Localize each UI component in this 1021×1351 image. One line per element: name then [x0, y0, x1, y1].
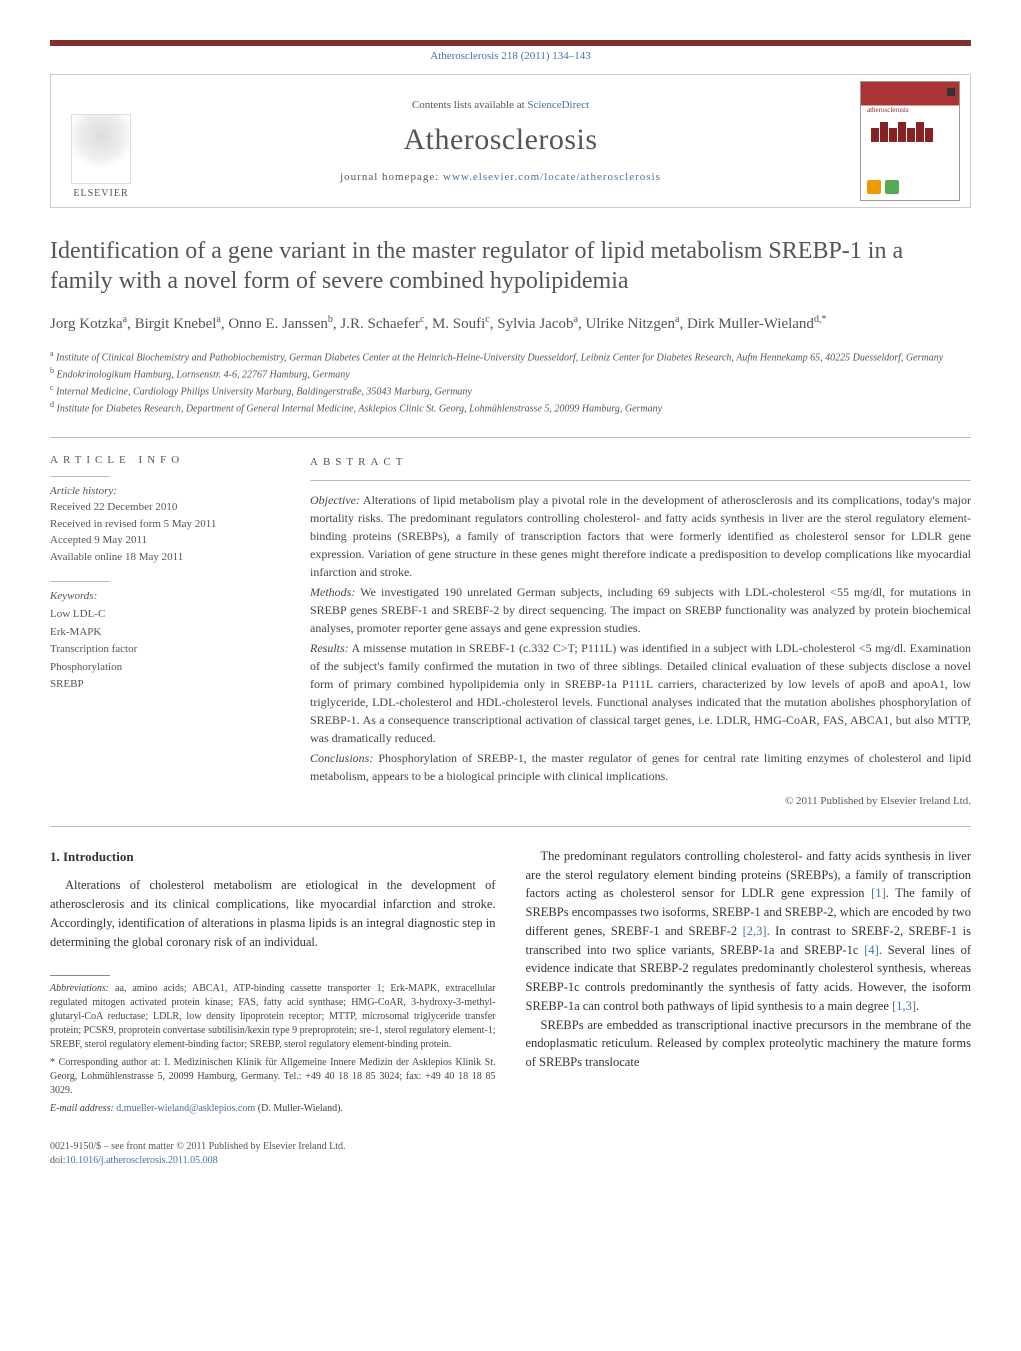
abstract-label: Conclusions: — [310, 751, 373, 765]
sciencedirect-link[interactable]: ScienceDirect — [527, 99, 589, 111]
abstract-paragraph: Methods: We investigated 190 unrelated G… — [310, 583, 971, 637]
body-paragraph: The predominant regulators controlling c… — [526, 847, 972, 1016]
body-paragraph: SREBPs are embedded as transcriptional i… — [526, 1016, 972, 1072]
affiliation-line: c Internal Medicine, Cardiology Philips … — [50, 382, 971, 399]
divider — [50, 826, 971, 827]
running-head: Atherosclerosis 218 (2011) 134–143 — [50, 50, 971, 62]
masthead-center: Contents lists available at ScienceDirec… — [151, 75, 850, 207]
history-line: Available online 18 May 2011 — [50, 549, 280, 566]
footnotes: Abbreviations: aa, amino acids; ABCA1, A… — [50, 975, 496, 1116]
affiliation-line: a Institute of Clinical Biochemistry and… — [50, 348, 971, 365]
cover-journal-label: atherosclerosis — [867, 106, 909, 114]
abstract-paragraph: Results: A missense mutation in SREBF-1 … — [310, 639, 971, 747]
ref-link[interactable]: [1] — [871, 886, 886, 900]
cover-thumb-block: atherosclerosis — [850, 75, 970, 207]
abstract-text: We investigated 190 unrelated German sub… — [310, 585, 971, 635]
email-link[interactable]: d.mueller-wieland@asklepios.com — [116, 1103, 255, 1114]
info-rule — [50, 476, 110, 477]
body-columns: 1. Introduction Alterations of cholester… — [50, 847, 971, 1121]
bottom-meta: 0021-9150/$ – see front matter © 2011 Pu… — [50, 1140, 971, 1168]
abstract-heading: abstract — [310, 454, 971, 471]
article-info-column: article info Article history: Received 2… — [50, 454, 280, 810]
cover-badge-icons — [867, 180, 899, 194]
section-heading: 1. Introduction — [50, 847, 496, 867]
issn-line: 0021-9150/$ – see front matter © 2011 Pu… — [50, 1140, 971, 1154]
running-head-link[interactable]: Atherosclerosis 218 (2011) 134–143 — [430, 50, 591, 62]
abstract-rule — [310, 480, 971, 481]
corr-label: * Corresponding author at: — [50, 1057, 161, 1068]
keywords-label: Keywords: — [50, 588, 280, 606]
abbreviations-footnote: Abbreviations: aa, amino acids; ABCA1, A… — [50, 982, 496, 1052]
elsevier-tree-icon — [71, 114, 131, 184]
history-line: Accepted 9 May 2011 — [50, 532, 280, 549]
contents-line: Contents lists available at ScienceDirec… — [412, 99, 589, 111]
footnote-rule — [50, 975, 110, 976]
homepage-link[interactable]: www.elsevier.com/locate/atherosclerosis — [443, 171, 661, 183]
history-line: Received in revised form 5 May 2011 — [50, 516, 280, 533]
affiliations: a Institute of Clinical Biochemistry and… — [50, 348, 971, 417]
abstract-copyright: © 2011 Published by Elsevier Ireland Ltd… — [310, 793, 971, 810]
article-title: Identification of a gene variant in the … — [50, 236, 971, 296]
journal-cover-thumb: atherosclerosis — [860, 81, 960, 201]
abstract-label: Results: — [310, 641, 349, 655]
corresponding-author-footnote: * Corresponding author at: I. Medizinisc… — [50, 1056, 496, 1098]
abstract-label: Objective: — [310, 493, 360, 507]
info-rule — [50, 581, 110, 582]
author-list: Jorg Kotzkaa, Birgit Knebela, Onno E. Ja… — [50, 312, 971, 336]
ref-link[interactable]: [1,3] — [892, 999, 916, 1013]
email-label: E-mail address: — [50, 1103, 116, 1114]
body-paragraph: Alterations of cholesterol metabolism ar… — [50, 876, 496, 951]
abbr-label: Abbreviations: — [50, 983, 109, 994]
info-abstract-row: article info Article history: Received 2… — [50, 454, 971, 810]
keyword: Phosphorylation — [50, 659, 280, 677]
abbr-text: aa, amino acids; ABCA1, ATP-binding cass… — [50, 983, 496, 1050]
publisher-block: ELSEVIER — [51, 75, 151, 207]
affiliation-line: d Institute for Diabetes Research, Depar… — [50, 399, 971, 416]
abstract-text: A missense mutation in SREBF-1 (c.332 C>… — [310, 641, 971, 745]
divider — [50, 437, 971, 438]
history-label: Article history: — [50, 483, 280, 500]
keyword: SREBP — [50, 676, 280, 694]
doi-line: doi:10.1016/j.atherosclerosis.2011.05.00… — [50, 1154, 971, 1168]
abstract-text: Alterations of lipid metabolism play a p… — [310, 493, 971, 579]
top-color-bar — [50, 40, 971, 46]
affiliation-line: b Endokrinologikum Hamburg, Lornsenstr. … — [50, 365, 971, 382]
journal-name: Atherosclerosis — [403, 123, 597, 157]
history-line: Received 22 December 2010 — [50, 499, 280, 516]
abstract-text: Phosphorylation of SREBP-1, the master r… — [310, 751, 971, 783]
keyword: Low LDL-C — [50, 606, 280, 624]
ref-link[interactable]: [4] — [864, 943, 879, 957]
keyword: Erk-MAPK — [50, 624, 280, 642]
ref-link[interactable]: [2,3] — [743, 924, 767, 938]
article-history: Article history: Received 22 December 20… — [50, 483, 280, 566]
homepage-prefix: journal homepage: — [340, 171, 443, 183]
doi-link[interactable]: 10.1016/j.atherosclerosis.2011.05.008 — [66, 1155, 218, 1166]
doi-prefix: doi: — [50, 1155, 66, 1166]
email-suffix: (D. Muller-Wieland). — [255, 1103, 343, 1114]
abstract-paragraph: Conclusions: Phosphorylation of SREBP-1,… — [310, 749, 971, 785]
contents-prefix: Contents lists available at — [412, 99, 527, 111]
publisher-name: ELSEVIER — [73, 188, 128, 199]
keywords-block: Keywords: Low LDL-CErk-MAPKTranscription… — [50, 588, 280, 694]
abstract-column: abstract Objective: Alterations of lipid… — [310, 454, 971, 810]
homepage-line: journal homepage: www.elsevier.com/locat… — [340, 171, 661, 183]
email-footnote: E-mail address: d.mueller-wieland@asklep… — [50, 1102, 496, 1116]
abstract-label: Methods: — [310, 585, 355, 599]
keyword: Transcription factor — [50, 641, 280, 659]
masthead: ELSEVIER Contents lists available at Sci… — [50, 74, 971, 208]
article-info-heading: article info — [50, 454, 280, 466]
cover-bars-icon — [871, 122, 951, 152]
abstract-paragraph: Objective: Alterations of lipid metaboli… — [310, 491, 971, 581]
